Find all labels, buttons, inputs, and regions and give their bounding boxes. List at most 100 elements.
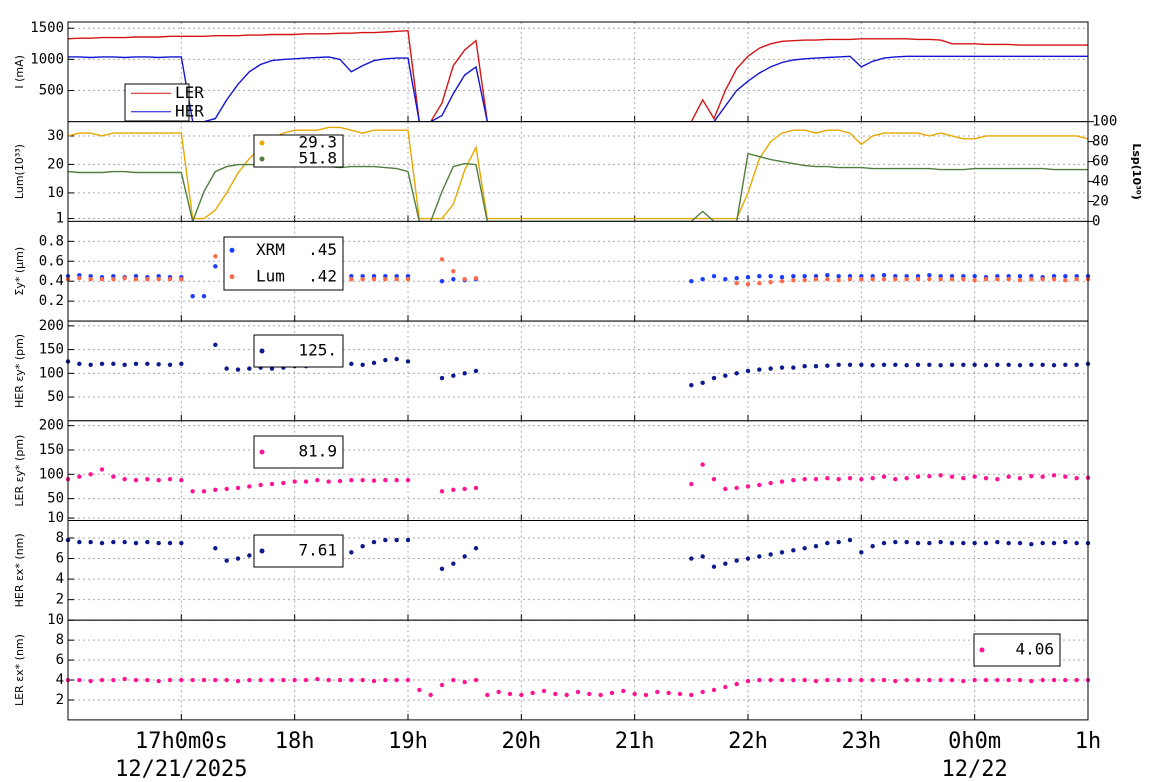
x-tick-label: 17h0m0s xyxy=(135,729,228,754)
data-point xyxy=(473,546,479,551)
data-point xyxy=(881,362,887,367)
data-point xyxy=(405,537,411,543)
data-point xyxy=(689,556,694,561)
data-point xyxy=(349,477,354,483)
data-point xyxy=(983,540,989,546)
legend-label: 4.06 xyxy=(1015,640,1054,659)
x-tick-label: 23h xyxy=(841,729,881,754)
data-point xyxy=(609,690,615,696)
y-tick-label: 100 xyxy=(39,365,64,381)
data-point xyxy=(938,473,943,478)
data-point xyxy=(224,486,229,492)
data-point xyxy=(745,282,751,287)
data-point xyxy=(938,677,943,683)
data-point xyxy=(417,687,422,693)
data-point xyxy=(927,362,932,367)
data-point xyxy=(303,479,309,484)
legend-label: HER xyxy=(175,101,204,120)
y-axis-label: LER εx* (nm) xyxy=(13,634,26,706)
data-point xyxy=(394,477,399,483)
y-tick-label: 4 xyxy=(56,672,64,688)
y-tick-label: 50 xyxy=(47,389,64,405)
data-point xyxy=(893,362,898,367)
data-point xyxy=(791,548,796,553)
data-point xyxy=(689,692,694,698)
y-tick-label: 200 xyxy=(39,318,64,334)
data-point xyxy=(1017,363,1023,368)
data-point xyxy=(213,254,218,259)
data-point xyxy=(451,269,456,274)
data-point xyxy=(1074,540,1079,546)
data-point xyxy=(269,481,275,487)
data-point xyxy=(122,676,127,682)
data-point xyxy=(247,553,252,558)
data-point xyxy=(836,278,841,283)
legend-swatch xyxy=(229,274,235,280)
data-point xyxy=(847,677,853,683)
data-point xyxy=(337,677,343,683)
data-point xyxy=(723,486,728,492)
data-point xyxy=(133,361,139,367)
data-point xyxy=(281,677,286,683)
data-point xyxy=(723,684,728,690)
y2-tick-label: 0 xyxy=(1092,213,1100,229)
data-point xyxy=(915,540,921,546)
legend-swatch xyxy=(259,348,265,354)
y-tick-label: 100 xyxy=(39,466,64,482)
legend-swatch xyxy=(259,140,265,146)
data-point xyxy=(1063,474,1068,479)
data-point xyxy=(394,677,399,683)
data-point xyxy=(235,367,241,372)
data-point xyxy=(383,477,388,483)
y-tick-label: 50 xyxy=(47,491,64,507)
data-point xyxy=(791,677,796,683)
data-point xyxy=(825,677,830,683)
data-point xyxy=(394,356,399,362)
data-point xyxy=(1029,362,1034,367)
data-point xyxy=(1006,362,1011,367)
data-point xyxy=(77,276,82,281)
data-point xyxy=(768,274,773,279)
data-point xyxy=(292,677,297,683)
data-point xyxy=(371,360,377,366)
data-point xyxy=(451,373,456,378)
data-point xyxy=(779,479,785,484)
legend-swatch xyxy=(979,647,985,653)
data-point xyxy=(1063,539,1068,545)
data-point xyxy=(779,365,785,370)
data-point xyxy=(700,462,705,467)
data-point xyxy=(1051,540,1057,546)
data-point xyxy=(972,474,977,479)
data-point xyxy=(655,689,660,695)
data-point xyxy=(904,277,909,282)
data-point xyxy=(711,687,717,693)
data-point xyxy=(972,362,977,367)
data-point xyxy=(553,691,558,697)
y2-tick-label: 40 xyxy=(1092,174,1109,190)
y2-tick-label: 20 xyxy=(1092,193,1109,209)
data-point xyxy=(1051,277,1057,282)
data-point xyxy=(700,380,705,386)
data-point xyxy=(201,677,207,683)
data-point xyxy=(972,677,977,683)
data-point xyxy=(167,540,173,546)
data-point xyxy=(360,677,365,683)
data-point xyxy=(213,677,218,683)
data-point xyxy=(1063,677,1068,683)
data-point xyxy=(99,277,105,282)
data-point xyxy=(949,277,955,282)
data-point xyxy=(1040,362,1045,367)
data-point xyxy=(700,689,705,695)
y-tick-label: 0.6 xyxy=(39,253,64,269)
data-point xyxy=(757,281,762,286)
data-point xyxy=(881,273,887,278)
panel xyxy=(68,620,1088,720)
x-tick-label: 21h xyxy=(615,729,655,754)
data-point xyxy=(734,485,739,491)
data-point xyxy=(836,539,841,545)
legend-box xyxy=(253,534,344,568)
data-point xyxy=(88,277,93,282)
data-point xyxy=(190,489,195,494)
data-point xyxy=(156,362,161,367)
legend-value: .42 xyxy=(308,266,337,285)
